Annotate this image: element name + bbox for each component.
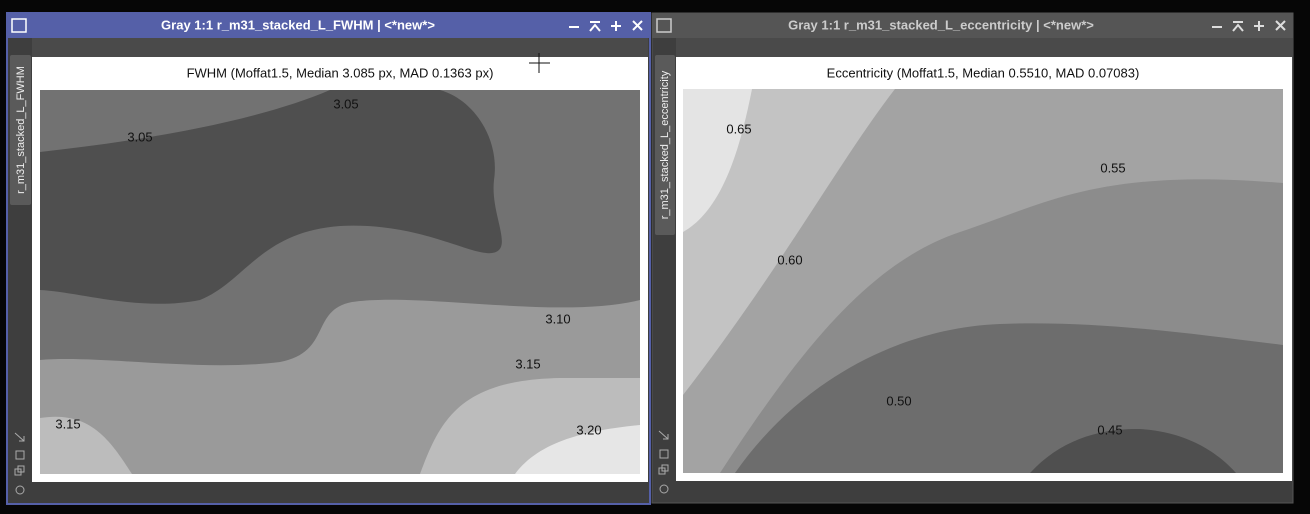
contour-label: 0.65 (726, 121, 751, 136)
side-tab-label: r_m31_stacked_L_FWHM (15, 66, 27, 194)
cursor (529, 53, 550, 73)
contour-label: 3.15 (55, 416, 80, 431)
contour-label: 0.60 (777, 252, 802, 267)
window-icon[interactable] (11, 18, 27, 33)
window-buttons[interactable] (569, 20, 643, 32)
side-tab[interactable] (655, 55, 675, 235)
window-buttons[interactable] (1212, 20, 1286, 32)
window-fwhm: Gray 1:1 r_m31_stacked_L_FWHM | <*new*> … (6, 12, 651, 505)
plot-title: FWHM (Moffat1.5, Median 3.085 px, MAD 0.… (187, 65, 494, 80)
plot-title: Eccentricity (Moffat1.5, Median 0.5510, … (827, 65, 1140, 80)
contour-map (40, 90, 640, 474)
contour-label: 0.55 (1100, 160, 1125, 175)
contour-label: 3.05 (333, 96, 358, 111)
contour-label: 3.05 (127, 129, 152, 144)
window-icon[interactable] (656, 18, 672, 33)
contour-label: 0.50 (886, 393, 911, 408)
window-title: Gray 1:1 r_m31_stacked_L_FWHM | <*new*> (161, 17, 435, 32)
title-bar[interactable] (652, 13, 1293, 38)
contour-label: 0.45 (1097, 422, 1122, 437)
title-bar[interactable] (7, 13, 650, 38)
toolbar (676, 38, 1292, 57)
contour-label: 3.20 (576, 422, 601, 437)
side-icons[interactable] (14, 432, 25, 495)
side-tab[interactable] (10, 55, 31, 205)
contour-label: 3.10 (545, 311, 570, 326)
window-title: Gray 1:1 r_m31_stacked_L_eccentricity | … (788, 17, 1094, 32)
window-eccentricity: Gray 1:1 r_m31_stacked_L_eccentricity | … (651, 12, 1294, 504)
side-icons[interactable] (658, 430, 669, 494)
contour-map (683, 89, 1283, 474)
side-tab-label: r_m31_stacked_L_eccentricity (659, 70, 671, 219)
toolbar (32, 38, 648, 57)
contour-label: 3.15 (515, 356, 540, 371)
